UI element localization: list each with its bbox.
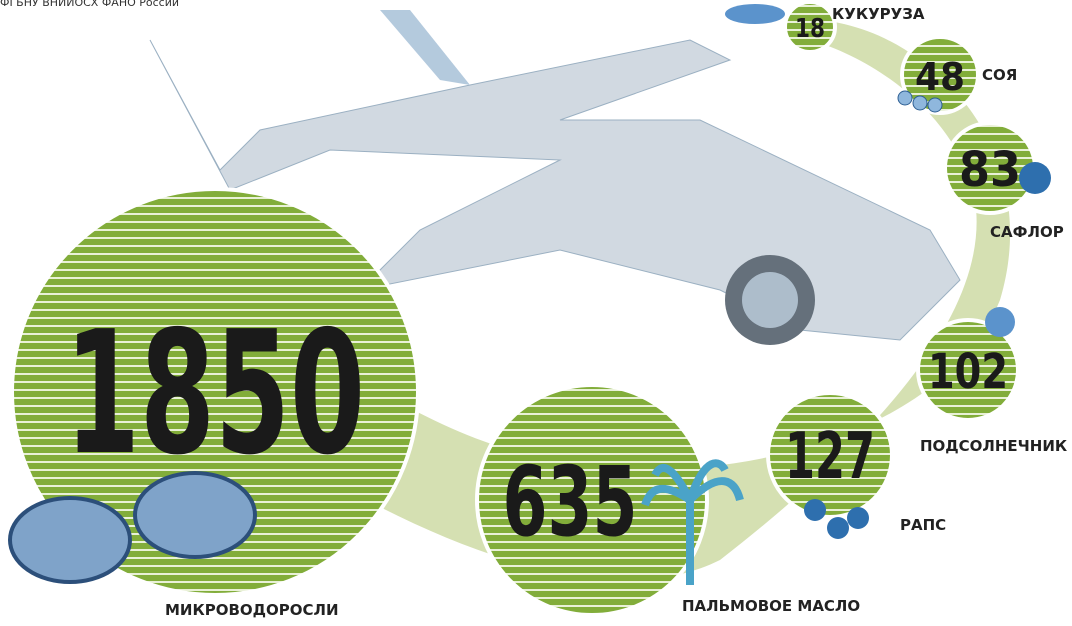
algae-icon (135, 473, 255, 557)
rapeseed-icon (847, 507, 869, 529)
corn-icon (725, 4, 785, 24)
value: 102 (928, 344, 1008, 400)
value: 18 (795, 14, 825, 44)
algae-icon (10, 498, 130, 582)
infographic: ФГБНУ ВНИИОСХ ФАНО России 18 КУКУРУЗА 48 СО… (0, 0, 1072, 626)
label: ПАЛЬМОВОЕ МАСЛО (682, 597, 860, 615)
label: СОЯ (982, 66, 1017, 84)
source: ФГБНУ ВНИИОСХ ФАНО России (0, 0, 179, 9)
label: ПОДСОЛНЕЧНИК (920, 437, 1068, 455)
value: 1850 (65, 295, 365, 493)
safflower-icon (1019, 162, 1051, 194)
value: 635 (503, 446, 638, 558)
value: 127 (785, 420, 875, 494)
soy-icon (898, 91, 912, 105)
label: КУКУРУЗА (832, 5, 925, 23)
soy-icon (913, 96, 927, 110)
sunflower-icon (985, 307, 1015, 337)
value: 83 (959, 142, 1021, 198)
soy-icon (928, 98, 942, 112)
label: САФЛОР (990, 223, 1064, 241)
label: РАПС (900, 516, 946, 534)
rapeseed-icon (804, 499, 826, 521)
label: МИКРОВОДОРОСЛИ (165, 601, 339, 619)
value: 48 (915, 55, 965, 99)
rapeseed-icon (827, 517, 849, 539)
